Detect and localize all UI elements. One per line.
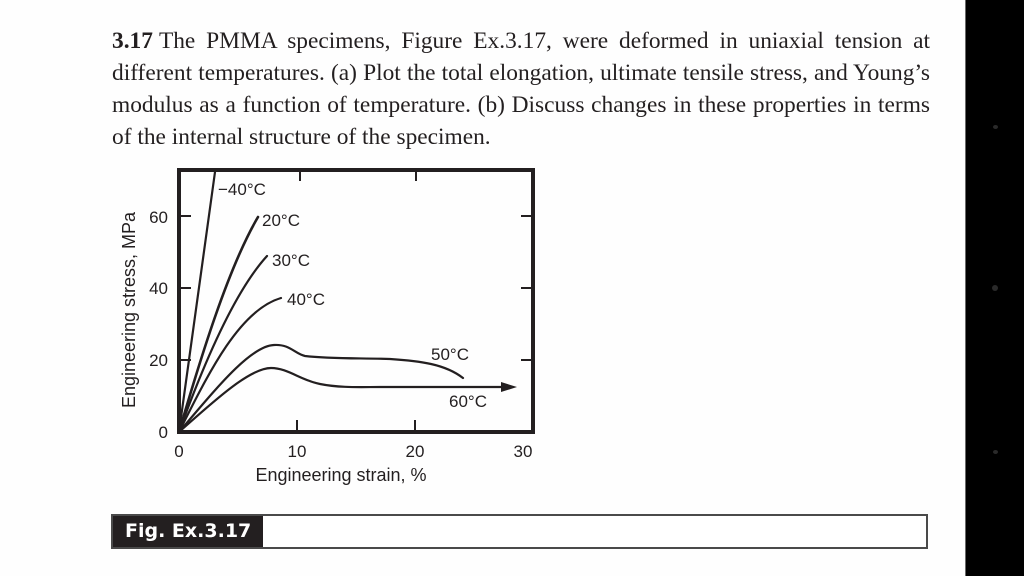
caption-label: Fig. Ex.3.17 [113,516,264,547]
svg-text:20: 20 [406,442,425,461]
svg-text:0: 0 [174,442,183,461]
curve-40c [177,296,283,434]
svg-text:0: 0 [159,423,168,442]
curve-50c [177,343,465,434]
x-axis-title: Engineering strain, % [255,465,426,485]
svg-text:60: 60 [149,208,168,227]
y-ticks [179,170,533,432]
curve-labels: −40°C 20°C 30°C 40°C 50°C 60°C [218,180,487,411]
problem-statement: 3.17 The PMMA specimens, Figure Ex.3.17, … [112,25,930,153]
x-tick-labels: 0 10 20 30 [174,442,532,461]
book-page: 3.17 The PMMA specimens, Figure Ex.3.17, … [111,25,930,549]
plot-frame [177,168,535,434]
nav-dot-top[interactable] [993,125,998,129]
label-40c: 40°C [287,290,325,309]
label-50c: 50°C [431,345,469,364]
svg-text:40: 40 [149,279,168,298]
svg-text:10: 10 [288,442,307,461]
svg-text:30: 30 [514,442,533,461]
curve-60c [177,366,504,434]
label-minus40c: −40°C [218,180,266,199]
nav-dot-middle[interactable] [992,285,998,291]
y-axis-title: Engineering stress, MPa [119,211,139,408]
problem-text: The PMMA specimens, Figure Ex.3.17, were… [112,28,930,151]
figure-caption: Fig. Ex.3.17 [111,514,928,549]
arrow-head-icon [501,382,517,392]
side-nav-bar [965,0,1024,576]
label-60c: 60°C [449,392,487,411]
nav-dot-bottom[interactable] [993,450,998,454]
curve-minus40c [177,170,217,434]
y-tick-labels: 60 40 20 0 [149,208,168,442]
problem-number: 3.17 [112,28,153,55]
curve-20c [177,215,260,434]
label-20c: 20°C [262,211,300,230]
svg-text:20: 20 [149,351,168,370]
curve-30c [177,254,269,434]
curves [177,170,504,434]
stress-strain-chart: 60 40 20 0 0 10 20 30 Engineering strain… [119,168,535,485]
label-30c: 30°C [272,251,310,270]
